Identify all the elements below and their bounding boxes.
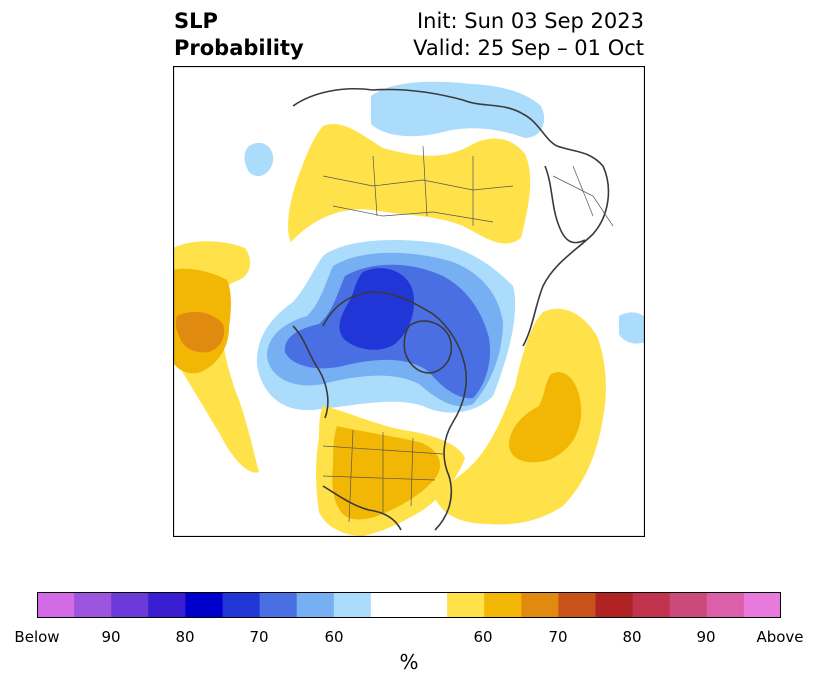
gulf-coast [322,485,402,531]
init-date-label: Init: Sun 03 Sep 2023 [416,9,644,33]
below-60-europe [619,312,645,344]
colorbar-swatch [296,592,335,618]
colorbar-swatch [558,592,596,618]
above-60-atlantic [435,308,606,525]
colorbar-swatch [706,592,745,618]
above-80-pacific [175,311,225,353]
above-70-north-america [332,426,441,520]
colorbar-swatch [148,592,186,618]
map-title-line1: SLP [174,9,218,33]
colorbar-tick: 70 [548,628,568,646]
above-normal-regions [173,124,606,536]
valid-date-label: Valid: 25 Sep – 01 Oct [413,36,644,60]
map-title: SLP Probability [174,8,304,62]
below-60-siberia [371,81,545,138]
colorbar-swatch [370,592,448,618]
colorbar-swatch [632,592,671,618]
above-70-atlantic [509,372,582,463]
country-borders [322,145,614,523]
greenland-coastline [403,320,453,374]
colorbar-swatch [111,592,149,618]
colorbar-tick: 80 [622,628,642,646]
slp-probability-map [173,66,645,537]
colorbar-tick: Above [756,628,804,646]
colorbar-tick: 60 [324,628,344,646]
colorbar-unit-label: % [399,650,419,674]
map-title-line2: Probability [174,36,304,60]
colorbar-swatch [37,592,75,618]
scandinavia-coastline [544,165,586,244]
north-america-coastline [322,291,468,531]
colorbar-tick: 70 [249,628,269,646]
colorbar-swatch [222,592,261,618]
below-normal-regions [244,81,645,413]
below-60-scandinavia [244,142,274,177]
coastline-outlines [292,87,610,531]
colorbar-tick: 60 [473,628,493,646]
colorbar-swatch [743,592,781,618]
colorbar-swatch [259,592,298,618]
colorbar-swatch [669,592,708,618]
colorbar-tick: 90 [101,628,121,646]
colorbar-swatch [333,592,372,618]
colorbar-tick: Below [14,628,60,646]
colorbar-swatch [447,592,485,618]
map-dates: Init: Sun 03 Sep 2023 Valid: 25 Sep – 01… [413,8,644,62]
above-60-eurasia [288,124,531,244]
colorbar-swatch [521,592,559,618]
colorbar-swatch [74,592,112,618]
probability-colorbar [37,592,781,618]
below-90-polar [339,268,415,350]
alaska-coastline [292,325,329,419]
colorbar-tick: 90 [696,628,716,646]
colorbar-swatch [595,592,634,618]
colorbar-swatch [185,592,223,618]
eurasia-coastline [292,87,610,347]
colorbar-swatch [484,592,522,618]
colorbar-tick: 80 [175,628,195,646]
